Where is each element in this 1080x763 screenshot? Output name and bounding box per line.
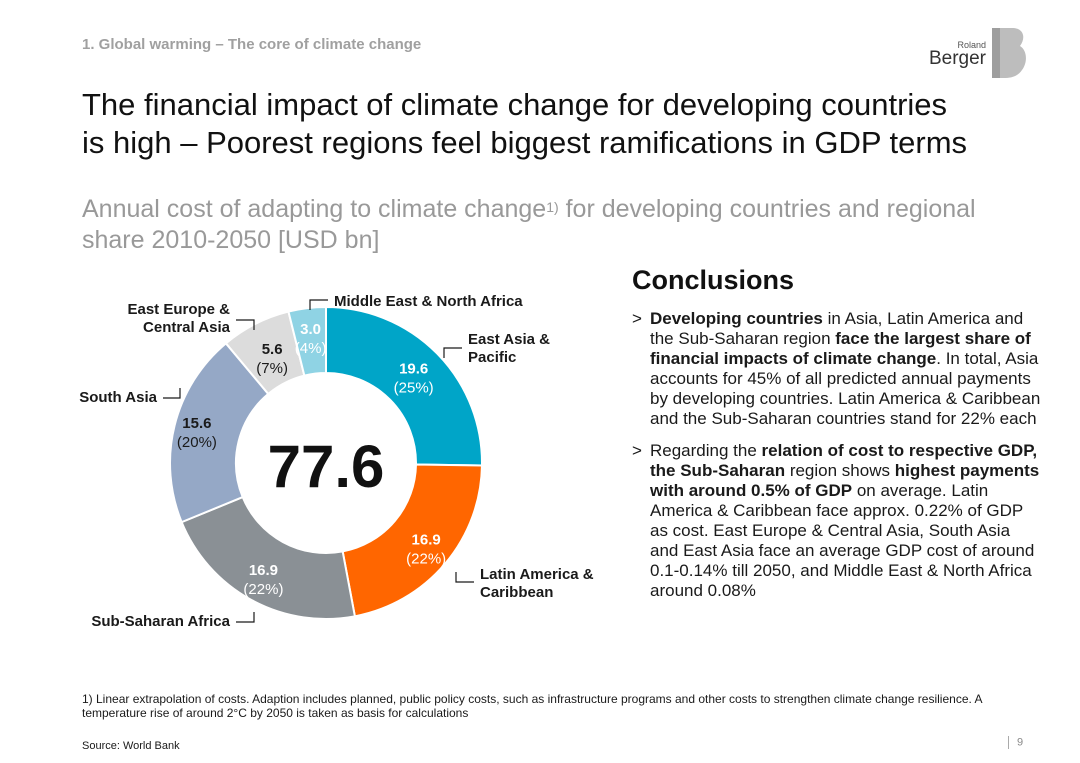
page-divider xyxy=(1008,736,1009,749)
source-note: Source: World Bank xyxy=(82,740,180,752)
donut-chart: 19.6 (25%) East Asia &Pacific 16.9 (22%) Lati… xyxy=(79,293,594,630)
slice-latin-america-and-caribbean xyxy=(341,463,483,618)
conclusion-bullet-2: > Regarding the relation of cost to resp… xyxy=(632,441,1042,601)
leader-line-east-asia-and-pacific xyxy=(443,347,462,358)
text-run: . In total, Asia accounts for 45% of all… xyxy=(650,349,1041,428)
conclusion-bullet-1: > Developing countries in Asia, Latin Am… xyxy=(632,309,1042,429)
total-value: 77.6 xyxy=(268,433,385,500)
value-label-east-europe-and-central-asia: 5.6 xyxy=(262,341,283,358)
category-label-east-europe-and-central-asia: East Europe & xyxy=(127,301,230,318)
title-line-1: The financial impact of climate change f… xyxy=(82,87,948,122)
bullet-2-text: Regarding the relation of cost to respec… xyxy=(650,441,1039,600)
bullet-1-text: Developing countries in Asia, Latin Amer… xyxy=(650,309,1040,428)
logo-b-mark-icon xyxy=(992,28,1026,78)
category-label-south-asia: South Asia xyxy=(79,389,157,406)
roland-berger-logo: Roland Berger xyxy=(929,26,1028,84)
leader-line-east-europe-and-central-asia xyxy=(236,319,255,330)
leader-line-sub-saharan-africa xyxy=(236,612,255,623)
share-label-east-europe-and-central-asia: (7%) xyxy=(256,360,288,377)
subtitle-rest: for developing countries and regional sh… xyxy=(82,195,976,254)
chart-subtitle: Annual cost of adapting to climate chang… xyxy=(82,194,1022,256)
share-label-latin-america-and-caribbean: (22%) xyxy=(406,550,446,567)
logo-text-roland: Roland xyxy=(957,40,986,50)
share-label-middle-east-and-north-africa: (4%) xyxy=(295,340,327,357)
footnote: 1) Linear extrapolation of costs. Adapti… xyxy=(82,692,982,720)
leader-line-latin-america-and-caribbean xyxy=(455,572,474,583)
page-number: 9 xyxy=(1008,736,1023,749)
text-run: Developing countries xyxy=(650,309,823,328)
leader-line-south-asia xyxy=(163,388,181,399)
text-run: on average. Latin America & Caribbean fa… xyxy=(650,481,1035,600)
category-label-east-asia-and-pacific: East Asia & xyxy=(468,331,550,348)
bullet-marker: > xyxy=(632,441,642,460)
slice-middle-east-and-north-africa xyxy=(287,305,327,377)
category-label-middle-east-and-north-africa: Middle East & North Africa xyxy=(334,293,523,310)
value-label-sub-saharan-africa: 16.9 xyxy=(249,562,278,579)
logo-text-berger: Berger xyxy=(928,48,986,69)
subtitle-footnote-ref: 1) xyxy=(546,199,559,215)
share-label-east-asia-and-pacific: (25%) xyxy=(394,380,434,397)
value-label-south-asia: 15.6 xyxy=(182,415,211,432)
text-run: relation of cost to respective GDP, the … xyxy=(650,441,1038,480)
text-run: Regarding the xyxy=(650,441,762,460)
conclusions-heading: Conclusions xyxy=(632,265,795,295)
text-run: highest payments with around 0.5% of GDP xyxy=(650,461,1040,500)
page-title: The financial impact of climate change f… xyxy=(82,86,1022,162)
text-run: region shows xyxy=(785,461,895,480)
category-label-east-asia-and-pacific: Pacific xyxy=(468,349,516,366)
share-label-sub-saharan-africa: (22%) xyxy=(243,581,283,598)
value-label-middle-east-and-north-africa: 3.0 xyxy=(300,321,321,338)
leader-line-middle-east-and-north-africa xyxy=(309,299,328,310)
slice-sub-saharan-africa xyxy=(180,495,357,620)
title-line-2: is high – Poorest regions feel biggest r… xyxy=(82,125,968,160)
conclusions-panel: Conclusions > Developing countries in As… xyxy=(632,265,1042,613)
slice-east-asia-and-pacific xyxy=(325,305,483,467)
breadcrumb: 1. Global warming – The core of climate … xyxy=(82,36,422,53)
category-label-east-europe-and-central-asia: Central Asia xyxy=(143,319,231,336)
text-run: face the largest share of financial impa… xyxy=(650,329,1031,368)
category-label-sub-saharan-africa: Sub-Saharan Africa xyxy=(91,613,230,630)
subtitle-main: Annual cost of adapting to climate chang… xyxy=(82,195,547,223)
value-label-east-asia-and-pacific: 19.6 xyxy=(399,361,428,378)
bullet-marker: > xyxy=(632,309,642,328)
text-run: in Asia, Latin America and the Sub-Sahar… xyxy=(650,309,1024,348)
value-label-latin-america-and-caribbean: 16.9 xyxy=(412,531,441,548)
category-label-latin-america-and-caribbean: Latin America & xyxy=(480,566,594,583)
category-label-latin-america-and-caribbean: Caribbean xyxy=(480,584,553,601)
page-number-value: 9 xyxy=(1017,736,1024,749)
share-label-south-asia: (20%) xyxy=(177,434,217,451)
